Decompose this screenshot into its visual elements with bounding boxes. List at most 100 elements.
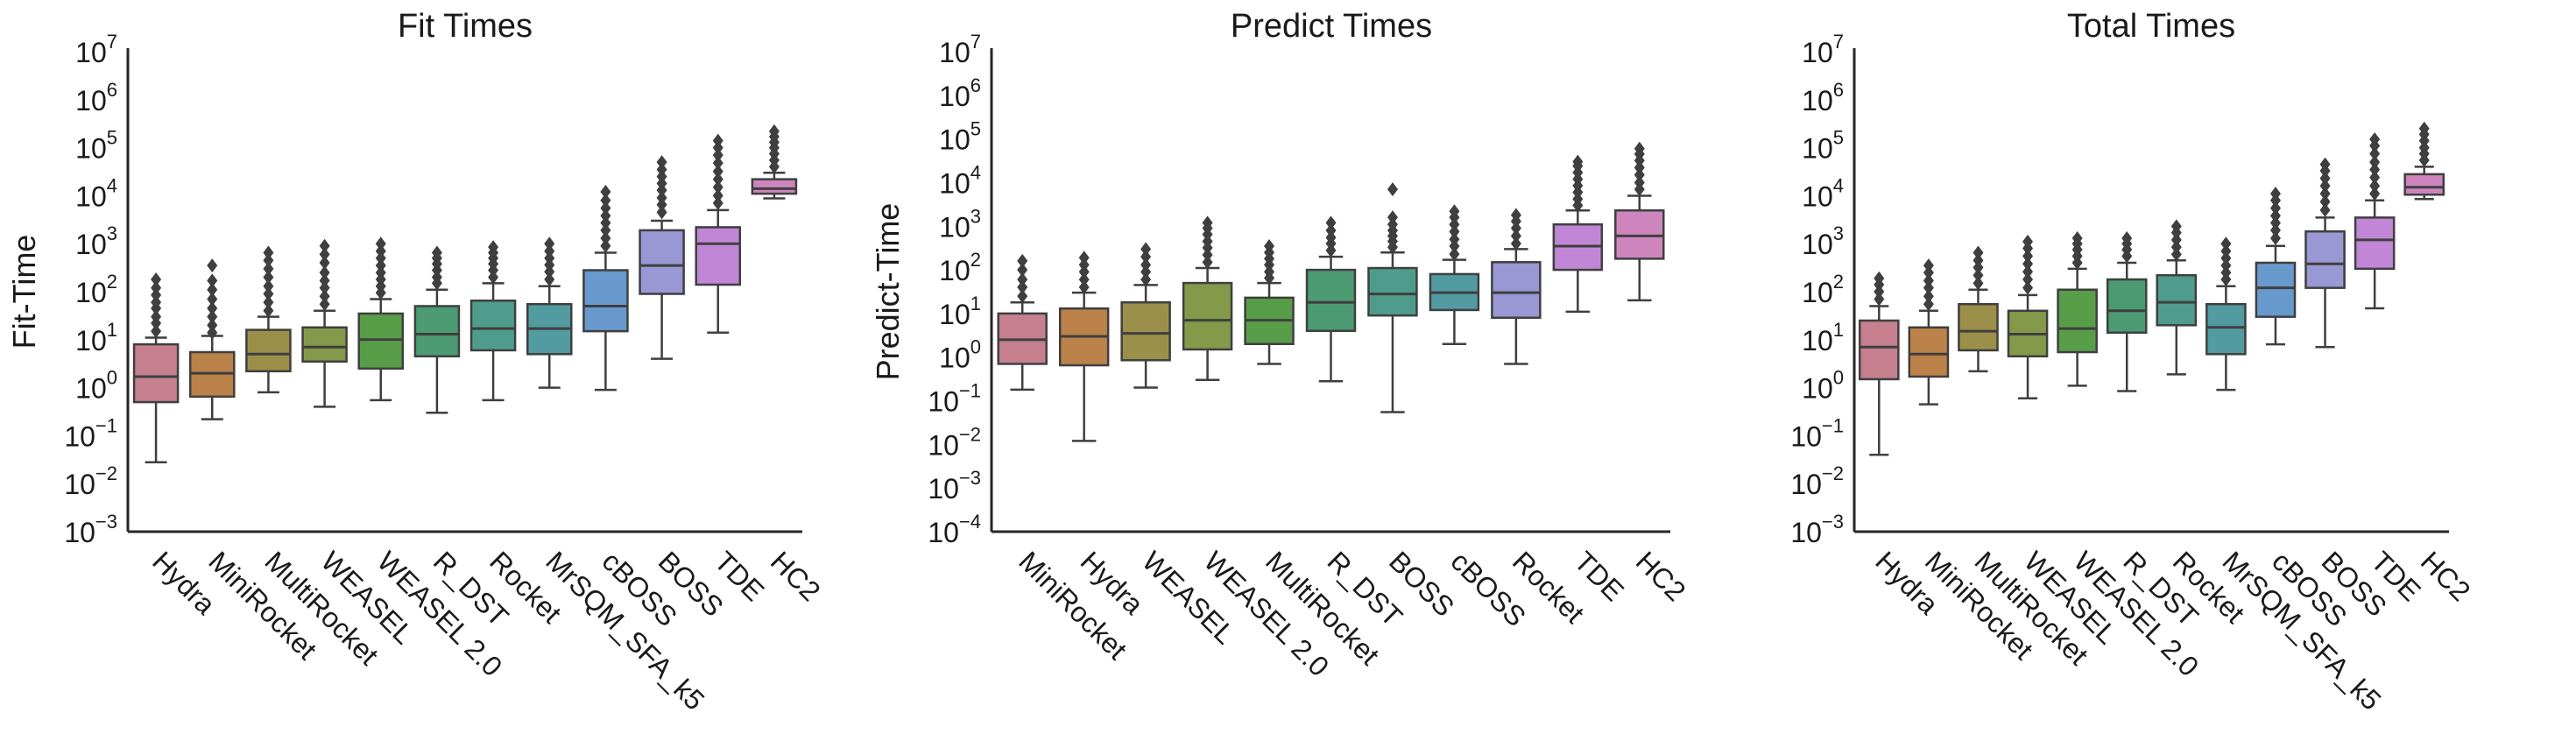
outlier-point bbox=[207, 301, 218, 316]
box-TDE bbox=[2354, 131, 2396, 310]
outlier-point bbox=[263, 253, 274, 268]
box-WEASEL bbox=[2007, 234, 2049, 400]
outlier-point bbox=[207, 318, 218, 333]
outlier-point bbox=[2071, 230, 2083, 245]
outlier-point bbox=[207, 309, 218, 324]
outlier-point bbox=[1923, 297, 1934, 312]
outlier-point bbox=[2369, 146, 2381, 161]
box-iqr bbox=[1858, 319, 1900, 381]
outlier-point bbox=[431, 270, 442, 285]
outlier-point bbox=[2121, 230, 2133, 245]
box-WEASEL 2.0 bbox=[357, 236, 405, 402]
outlier-point bbox=[375, 258, 386, 273]
box-WEASEL 2.0 bbox=[2057, 230, 2098, 387]
box-Hydra bbox=[132, 272, 180, 463]
box-MiniRocket bbox=[997, 253, 1048, 392]
outlier-point bbox=[1387, 182, 1398, 197]
outlier-point bbox=[319, 256, 330, 271]
outlier-point bbox=[2319, 194, 2331, 209]
outlier-point bbox=[1325, 223, 1337, 238]
outlier-point bbox=[1202, 255, 1213, 270]
outlier-point bbox=[1078, 251, 1090, 265]
outlier-point bbox=[488, 240, 499, 255]
y-tick-label: 101 bbox=[939, 293, 981, 330]
outlier-point bbox=[2022, 234, 2034, 249]
box-cBOSS bbox=[1429, 204, 1480, 345]
box-BOSS bbox=[639, 155, 685, 360]
outlier-point bbox=[2022, 265, 2034, 279]
outlier-point bbox=[1634, 160, 1645, 175]
box-R_DST bbox=[1305, 215, 1357, 383]
outlier-point bbox=[768, 124, 780, 138]
outlier-point bbox=[712, 148, 723, 163]
outlier-point bbox=[600, 222, 611, 237]
outlier-point bbox=[2369, 131, 2381, 146]
box-iqr bbox=[245, 328, 292, 373]
outlier-point bbox=[712, 188, 723, 203]
box-Rocket bbox=[2156, 219, 2198, 376]
outlier-point bbox=[319, 273, 330, 288]
outlier-point bbox=[1325, 230, 1337, 245]
x-tick-label: HC2 bbox=[765, 545, 827, 607]
box-MultiRocket bbox=[245, 245, 292, 394]
box-iqr bbox=[2403, 173, 2445, 196]
outlier-point bbox=[1634, 175, 1645, 190]
outlier-point bbox=[151, 309, 162, 324]
outlier-point bbox=[2170, 219, 2182, 234]
box-iqr bbox=[2255, 261, 2297, 318]
y-tick-label: 107 bbox=[75, 31, 117, 68]
box-MiniRocket bbox=[188, 258, 236, 420]
outlier-point bbox=[263, 279, 274, 293]
y-tick-label: 10−3 bbox=[1790, 511, 1844, 548]
outlier-point bbox=[1017, 272, 1028, 287]
x-tick-label: HC2 bbox=[2415, 545, 2477, 607]
outlier-point bbox=[1510, 208, 1521, 222]
box-MiniRocket bbox=[1908, 258, 1950, 406]
box-HC2 bbox=[2403, 121, 2445, 201]
outlier-point bbox=[319, 265, 330, 280]
outlier-point bbox=[375, 236, 386, 251]
box-iqr bbox=[469, 300, 517, 352]
outlier-point bbox=[1449, 247, 1460, 262]
box-WEASEL 2.0 bbox=[1182, 215, 1233, 382]
outlier-point bbox=[488, 270, 499, 285]
box-MrSQM_SFA_k5 bbox=[526, 236, 573, 389]
y-tick-label: 106 bbox=[939, 74, 981, 112]
box-iqr bbox=[639, 229, 685, 295]
outlier-point bbox=[151, 324, 162, 339]
box-WEASEL bbox=[301, 238, 348, 408]
box-iqr bbox=[695, 226, 742, 286]
y-tick-label: 10−1 bbox=[928, 380, 981, 418]
box-iqr bbox=[301, 326, 348, 363]
outlier-point bbox=[1449, 232, 1460, 247]
outlier-point bbox=[712, 195, 723, 210]
outlier-point bbox=[656, 169, 667, 184]
outlier-point bbox=[1078, 279, 1090, 294]
y-tick-label: 10−3 bbox=[928, 467, 981, 505]
outlier-point bbox=[1923, 265, 1934, 280]
outlier-point bbox=[544, 251, 555, 265]
outlier-point bbox=[656, 205, 667, 220]
outlier-point bbox=[2418, 140, 2430, 155]
predict-times-panel: Predict Times Predict-Time 10−4 10−3 10−2 10−… bbox=[870, 8, 1692, 682]
outlier-point bbox=[2369, 162, 2381, 177]
box-iqr bbox=[1367, 266, 1418, 317]
outlier-point bbox=[712, 133, 723, 148]
box-R_DST bbox=[413, 245, 461, 414]
box-iqr bbox=[1182, 281, 1233, 351]
y-tick-label: 106 bbox=[1802, 79, 1844, 116]
outlier-point bbox=[1078, 258, 1090, 272]
y-tick-label: 105 bbox=[939, 118, 981, 156]
outlier-point bbox=[1874, 292, 1885, 307]
outlier-point bbox=[2269, 230, 2281, 245]
outlier-point bbox=[2170, 240, 2182, 255]
outlier-point bbox=[2220, 243, 2232, 258]
outlier-point bbox=[2269, 215, 2281, 230]
box-Hydra bbox=[1858, 271, 1900, 456]
outlier-point bbox=[2220, 258, 2232, 273]
outlier-point bbox=[712, 164, 723, 179]
outlier-point bbox=[1923, 289, 1934, 304]
y-tick-label: 104 bbox=[1802, 174, 1844, 212]
outlier-point bbox=[1140, 258, 1152, 272]
outlier-point bbox=[712, 172, 723, 187]
